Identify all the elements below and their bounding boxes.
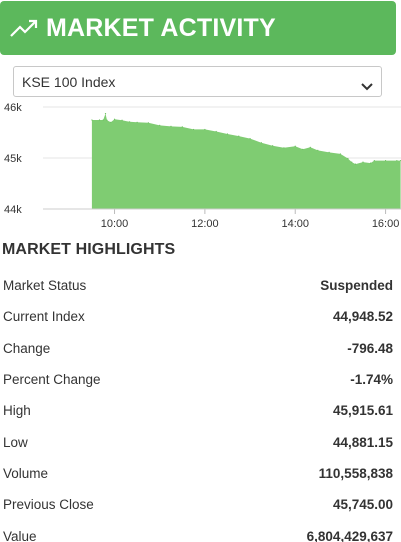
y-tick-label: 45k <box>4 153 22 165</box>
data-point <box>110 121 112 123</box>
stat-value: 45,915.61 <box>332 403 393 419</box>
data-point <box>215 130 217 133</box>
x-tick-label: 10:00 <box>101 218 129 230</box>
stat-label: Market Status <box>3 278 87 294</box>
stat-row: Percent Change -1.74% <box>0 364 401 395</box>
trending-up-icon <box>6 10 42 46</box>
stat-row: Volume 110,558,838 <box>0 458 401 489</box>
market-highlights-title: MARKET HIGHLIGHTS <box>2 241 176 258</box>
stat-value: 44,948.52 <box>332 309 393 325</box>
stat-value: -1.74% <box>350 372 393 388</box>
stat-label: Low <box>3 434 28 450</box>
data-point <box>249 138 251 140</box>
chevron-down-icon <box>361 78 373 90</box>
stat-row: Change -796.48 <box>0 333 401 364</box>
data-point <box>102 119 104 121</box>
index-area-series <box>91 113 401 209</box>
stat-row: Current Index 44,948.52 <box>0 301 401 332</box>
stat-row: Value 6,804,429,637 <box>0 520 401 542</box>
data-point <box>302 148 304 150</box>
stat-label: Volume <box>3 465 49 481</box>
data-point <box>106 119 108 121</box>
data-point <box>339 153 342 155</box>
stat-value: -796.48 <box>347 340 393 356</box>
data-point <box>136 121 138 123</box>
market-activity-header: MARKET ACTIVITY <box>0 1 396 55</box>
x-tick-label: 14:00 <box>281 218 309 230</box>
data-point <box>384 159 387 162</box>
data-point <box>91 119 93 121</box>
data-point <box>272 145 274 147</box>
stat-row: Previous Close 45,745.00 <box>0 489 401 520</box>
stat-row: Low 44,881.15 <box>0 426 401 457</box>
data-point <box>104 113 107 115</box>
data-point <box>351 161 353 163</box>
data-point <box>238 135 240 137</box>
data-point <box>294 145 296 147</box>
stat-label: Current Index <box>3 309 85 325</box>
stat-label: Percent Change <box>3 372 101 388</box>
index-chart: 46k 45k 44k 10:00 12:00 14:00 16:00 <box>4 102 401 230</box>
y-tick-label: 46k <box>4 102 22 114</box>
stat-label: Previous Close <box>3 497 94 513</box>
data-point <box>159 124 161 126</box>
data-point <box>354 163 357 165</box>
x-tick-label: 16:00 <box>372 218 400 230</box>
data-point <box>121 119 123 121</box>
y-tick-label: 44k <box>4 204 22 216</box>
stat-label: High <box>3 403 31 419</box>
stat-value: Suspended <box>320 278 393 294</box>
stat-row: High 45,915.61 <box>0 395 401 426</box>
data-point <box>317 149 319 151</box>
data-point <box>283 147 285 149</box>
data-point <box>98 119 101 121</box>
data-point <box>362 161 364 163</box>
data-point <box>309 146 311 148</box>
data-point <box>181 126 183 128</box>
data-point <box>369 162 372 164</box>
stat-label: Change <box>3 340 51 356</box>
data-point <box>147 122 150 124</box>
data-point <box>328 151 330 153</box>
stat-value: 44,881.15 <box>332 434 393 450</box>
index-select[interactable]: KSE 100 Index <box>13 66 382 97</box>
data-point <box>113 118 116 120</box>
data-point <box>396 159 398 162</box>
x-tick-label: 12:00 <box>191 218 219 230</box>
data-point <box>170 125 172 127</box>
stat-value: 45,745.00 <box>332 497 393 513</box>
stat-value: 6,804,429,637 <box>306 528 393 542</box>
index-select-value: KSE 100 Index <box>22 73 116 90</box>
page-title: MARKET ACTIVITY <box>46 13 276 42</box>
data-point <box>373 159 375 162</box>
data-point <box>347 157 349 160</box>
market-highlights-table: Market Status Suspended Current Index 44,94… <box>0 270 401 542</box>
data-point <box>204 128 206 131</box>
data-point <box>128 121 131 123</box>
stat-label: Value <box>3 528 37 542</box>
stat-row: Market Status Suspended <box>0 270 401 301</box>
stat-value: 110,558,838 <box>318 465 393 481</box>
data-point <box>260 142 262 144</box>
data-point <box>226 133 229 135</box>
data-point <box>192 128 195 131</box>
